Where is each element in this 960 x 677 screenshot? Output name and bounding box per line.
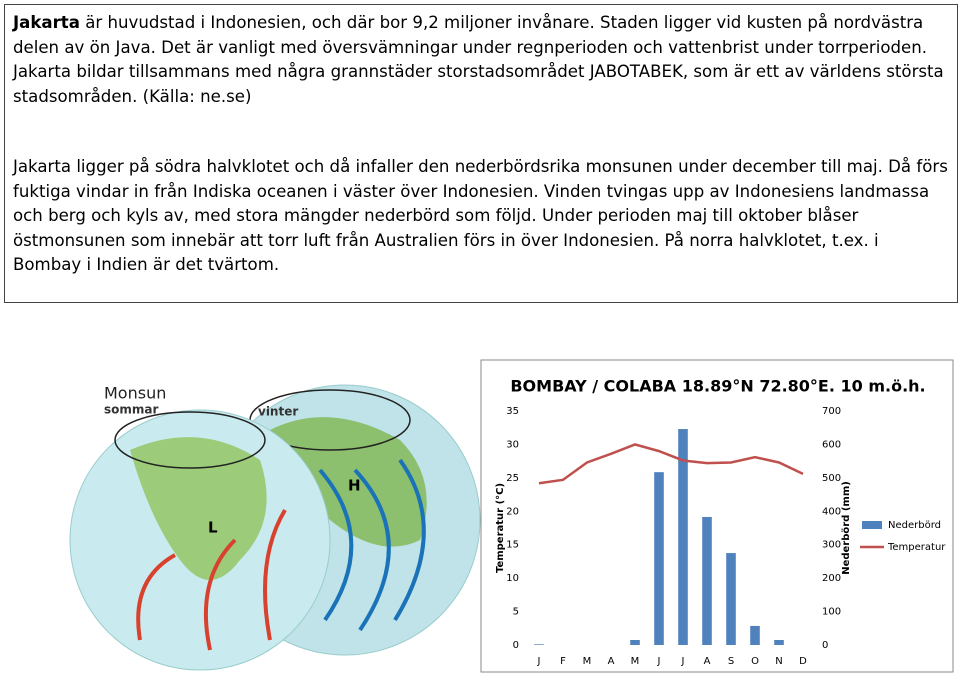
y-tick-label: 5 xyxy=(513,607,519,618)
summer-winds xyxy=(136,508,287,651)
y-axis-title: Temperatur (°C) xyxy=(495,483,506,573)
x-tick-label: M xyxy=(631,656,640,667)
y2-tick-label: 0 xyxy=(822,640,828,651)
y-tick-label: 35 xyxy=(506,406,519,417)
y-tick-label: 20 xyxy=(506,506,519,517)
chart-frame xyxy=(480,359,954,673)
y-tick-label: 30 xyxy=(506,439,519,450)
bar xyxy=(774,639,784,645)
x-tick-label: M xyxy=(583,656,592,667)
y2-tick-label: 200 xyxy=(822,573,841,584)
bar xyxy=(534,644,544,645)
legend-label: Temperatur xyxy=(887,542,946,553)
bar xyxy=(654,472,664,645)
pressure-label: H xyxy=(348,477,361,495)
paragraph: Jakarta ligger på södra halvklotet och d… xyxy=(13,157,948,274)
x-tick-label: D xyxy=(799,656,807,667)
x-tick-label: A xyxy=(704,656,711,667)
x-tick-label: J xyxy=(681,656,685,667)
x-tick-label: J xyxy=(537,656,541,667)
y-tick-label: 0 xyxy=(513,640,519,651)
x-tick-label: F xyxy=(560,656,566,667)
bar xyxy=(702,516,712,645)
y2-tick-label: 400 xyxy=(822,506,841,517)
x-tick-label: J xyxy=(657,656,661,667)
bar xyxy=(678,429,688,645)
lead: Jakarta xyxy=(13,13,80,32)
y2-tick-label: 700 xyxy=(822,406,841,417)
line xyxy=(538,443,804,485)
x-tick-label: A xyxy=(608,656,615,667)
text-box: Jakarta är huvudstad i Indonesien, och d… xyxy=(4,4,958,303)
polar-circle xyxy=(114,411,266,469)
winter-winds xyxy=(318,458,426,632)
y2-axis-title: Nederbörd (mm) xyxy=(841,481,852,575)
y2-tick-label: 100 xyxy=(822,607,841,618)
y-tick-label: 25 xyxy=(506,473,519,484)
y-tick-label: 15 xyxy=(506,540,519,551)
globes xyxy=(69,384,481,671)
y2-tick-label: 500 xyxy=(822,473,841,484)
y2-tick-label: 300 xyxy=(822,540,841,551)
y2-tick-label: 600 xyxy=(822,439,841,450)
legend-swatch xyxy=(862,521,882,529)
pressure-label: L xyxy=(208,519,218,537)
paragraph: Jakarta är huvudstad i Indonesien, och d… xyxy=(13,11,949,109)
y-tick-label: 10 xyxy=(506,573,519,584)
x-tick-label: S xyxy=(728,656,734,667)
x-tick-label: N xyxy=(775,656,782,667)
legend-label: Nederbörd xyxy=(888,520,941,531)
bar xyxy=(630,639,640,645)
chart-title: BOMBAY / COLABA 18.89°N 72.80°E. 10 m.ö.… xyxy=(510,377,925,396)
label: sommar xyxy=(104,403,158,417)
bar xyxy=(726,553,736,645)
paragraph-text: är huvudstad i Indonesien, och där bor 9… xyxy=(13,13,944,106)
label: vinter xyxy=(258,405,298,419)
bar xyxy=(750,625,760,645)
illustration-title: Monsun xyxy=(104,384,166,403)
x-tick-label: O xyxy=(751,656,759,667)
